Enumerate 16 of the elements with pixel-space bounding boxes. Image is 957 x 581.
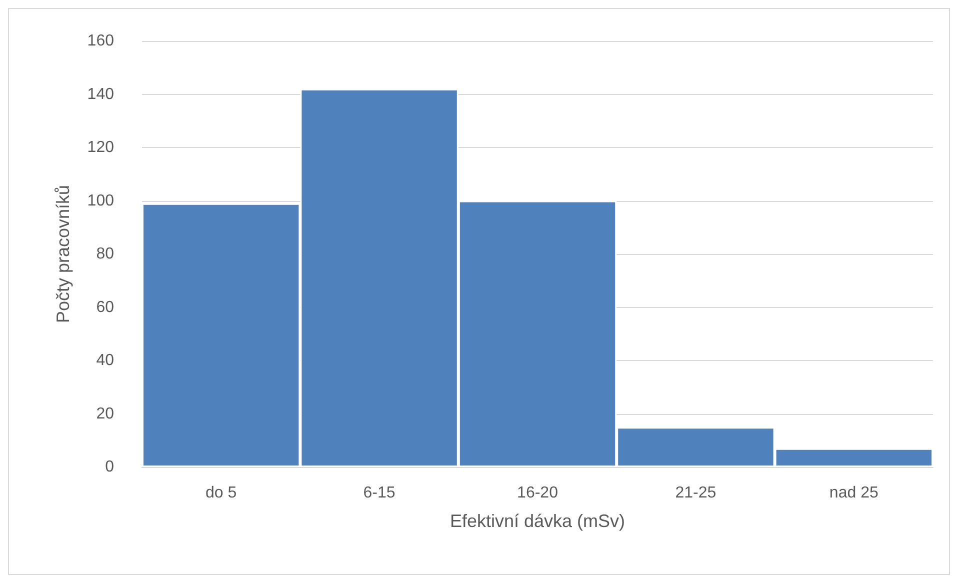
x-tick-label: 21-25 xyxy=(675,484,716,502)
y-tick-label: 120 xyxy=(87,139,114,156)
x-tick-label: 6-15 xyxy=(363,484,396,502)
y-tick-label: 60 xyxy=(96,298,114,316)
y-tick-label: 40 xyxy=(96,352,114,369)
x-tick-label: do 5 xyxy=(206,484,237,502)
y-axis-title: Počty pracovníků xyxy=(53,184,73,324)
x-axis-title: Efektivní dávka (mSv) xyxy=(450,511,626,531)
y-tick-label: 140 xyxy=(87,86,114,103)
y-tick-label: 80 xyxy=(96,246,114,262)
y-tick-label: 20 xyxy=(96,405,114,422)
y-tick-label: 0 xyxy=(105,458,114,476)
x-tick-label: nad 25 xyxy=(829,484,878,502)
y-tick-label: 160 xyxy=(87,32,114,50)
x-tick-label: 16-20 xyxy=(517,484,558,502)
y-tick-label: 100 xyxy=(87,192,114,210)
